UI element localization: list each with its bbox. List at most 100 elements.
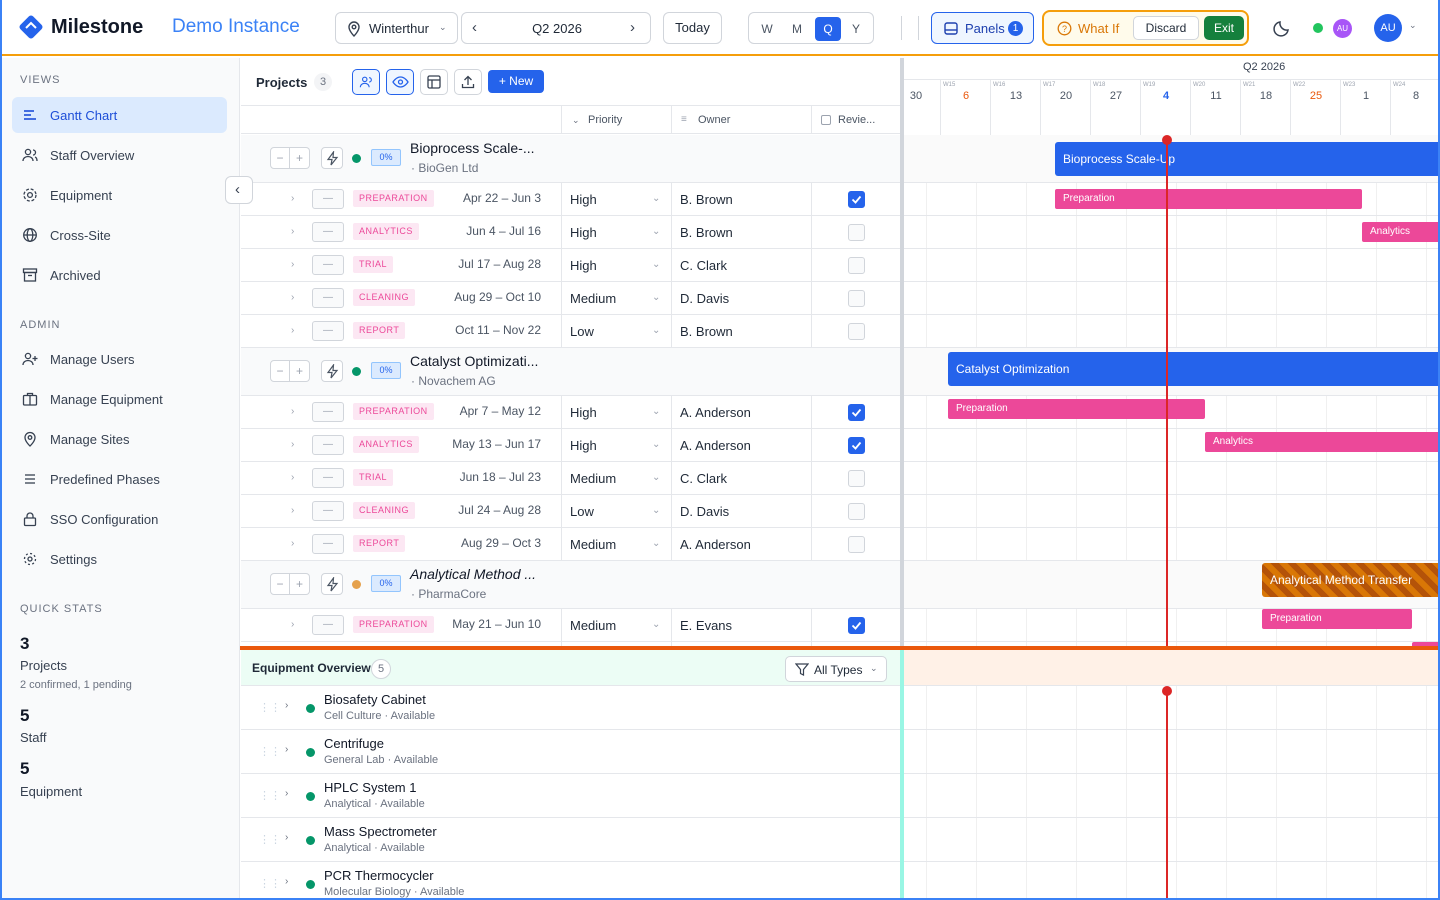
chevron-right-icon[interactable]: ›: [291, 193, 295, 204]
chevron-right-icon[interactable]: ›: [291, 505, 295, 516]
exit-button[interactable]: Exit: [1204, 16, 1244, 40]
phase-row[interactable]: › — CLEANING Jul 24 – Aug 28 Low ⌄ D. Davis: [241, 495, 901, 528]
priority-select[interactable]: High ⌄: [561, 216, 671, 249]
phase-dates[interactable]: Jun 18 – Jul 23: [459, 470, 541, 484]
review-checkbox[interactable]: [848, 503, 865, 520]
gantt-bar[interactable]: Preparation: [948, 399, 1205, 419]
owner-cell[interactable]: E. Evans: [671, 642, 811, 646]
priority-select[interactable]: Low ⌄: [561, 315, 671, 348]
chevron-right-icon[interactable]: ›: [291, 406, 295, 417]
next-period-button[interactable]: ›: [630, 19, 635, 36]
equipment-row[interactable]: ⋮⋮ › Mass Spectrometer Analytical · Availab…: [241, 818, 900, 862]
phase-dates[interactable]: Jul 17 – Aug 28: [458, 257, 541, 271]
equipment-row[interactable]: ⋮⋮ › Centrifuge General Lab · Available: [241, 730, 900, 774]
priority-select[interactable]: High ⌄: [561, 429, 671, 462]
vertical-splitter[interactable]: [900, 58, 904, 900]
gantt-bar[interactable]: Analytics: [1205, 432, 1440, 452]
equipment-row[interactable]: ⋮⋮ › HPLC System 1 Analytical · Available: [241, 774, 900, 818]
gantt-bar-partial[interactable]: [1412, 642, 1440, 646]
new-project-button[interactable]: + New: [488, 70, 544, 93]
today-button[interactable]: Today: [663, 12, 722, 44]
phase-action-button[interactable]: —: [312, 534, 344, 554]
scale-week-button[interactable]: W: [761, 22, 773, 36]
owner-column-header[interactable]: ≡ Owner: [671, 106, 811, 134]
gantt-bar[interactable]: Analytics: [1362, 222, 1440, 242]
priority-select[interactable]: Low ⌄: [561, 495, 671, 528]
chevron-right-icon[interactable]: ›: [285, 788, 289, 799]
gantt-bar[interactable]: Bioprocess Scale-Up: [1055, 142, 1440, 176]
sidebar-item-archived[interactable]: Archived: [12, 257, 227, 293]
phase-row[interactable]: › — TRIAL Jul 17 – Aug 28 High ⌄ C. Clark: [241, 249, 901, 282]
chevron-right-icon[interactable]: ›: [285, 876, 289, 887]
horizontal-splitter[interactable]: [240, 646, 1440, 650]
review-checkbox[interactable]: [848, 257, 865, 274]
phase-action-button[interactable]: —: [312, 402, 344, 422]
owner-cell[interactable]: A. Anderson: [671, 429, 811, 462]
project-name[interactable]: Bioprocess Scale-...: [410, 140, 535, 156]
auto-schedule-button[interactable]: [321, 147, 343, 169]
drag-handle-icon[interactable]: ⋮⋮: [259, 790, 281, 802]
phase-action-button[interactable]: —: [312, 435, 344, 455]
priority-select[interactable]: Medium ⌄: [561, 609, 671, 642]
priority-select[interactable]: Medium ⌄: [561, 282, 671, 315]
chevron-right-icon[interactable]: ›: [285, 700, 289, 711]
expand-group-button[interactable]: +: [290, 147, 310, 169]
chevron-right-icon[interactable]: ›: [291, 619, 295, 630]
priority-select[interactable]: High ⌄: [561, 396, 671, 429]
collapse-sidebar-button[interactable]: ‹: [225, 176, 253, 204]
presence-avatar[interactable]: AU: [1333, 19, 1352, 38]
chevron-right-icon[interactable]: ›: [291, 439, 295, 450]
review-checkbox[interactable]: [848, 536, 865, 553]
project-group-row[interactable]: − +0% Bioprocess Scale-... · BioGen Ltd: [241, 135, 901, 183]
phase-action-button[interactable]: —: [312, 468, 344, 488]
gantt-bar[interactable]: Analytical Method Transfer: [1262, 563, 1440, 597]
sidebar-item-manage-sites[interactable]: Manage Sites: [12, 421, 227, 457]
phase-row[interactable]: › — PREPARATION May 21 – Jun 10 Medium ⌄ E. Ev…: [241, 609, 901, 642]
owner-cell[interactable]: A. Anderson: [671, 528, 811, 561]
collapse-group-button[interactable]: −: [270, 573, 290, 595]
expand-group-button[interactable]: +: [290, 360, 310, 382]
sidebar-item-cross-site[interactable]: Cross-Site: [12, 217, 227, 253]
project-name[interactable]: Analytical Method ...: [410, 566, 537, 582]
phase-row[interactable]: › — PREPARATION Apr 7 – May 12 High ⌄ A. Ander…: [241, 396, 901, 429]
layout-toggle-button[interactable]: [420, 69, 448, 95]
priority-select[interactable]: Medium ⌄: [561, 528, 671, 561]
priority-select[interactable]: Medium ⌄: [561, 462, 671, 495]
equipment-splitter[interactable]: [900, 650, 904, 900]
phase-action-button[interactable]: —: [312, 615, 344, 635]
sidebar-item-settings[interactable]: Settings: [12, 541, 227, 577]
review-column-header[interactable]: Revie...: [811, 106, 901, 134]
phase-row[interactable]: › — ANALYTICS Jun 4 – Jul 16 High ⌄ B. Brown: [241, 216, 901, 249]
owner-cell[interactable]: D. Davis: [671, 495, 811, 528]
chevron-right-icon[interactable]: ›: [291, 472, 295, 483]
owner-cell[interactable]: C. Clark: [671, 249, 811, 282]
owner-cell[interactable]: C. Clark: [671, 462, 811, 495]
drag-handle-icon[interactable]: ⋮⋮: [259, 702, 281, 714]
phase-dates[interactable]: May 21 – Jun 10: [452, 617, 541, 631]
phase-row[interactable]: › — PREPARATION Apr 22 – Jun 3 High ⌄ B. Brown: [241, 183, 901, 216]
collapse-group-button[interactable]: −: [270, 360, 290, 382]
chevron-right-icon[interactable]: ›: [285, 832, 289, 843]
phase-row[interactable]: › — REPORT Aug 29 – Oct 3 Medium ⌄ A. Anderson: [241, 528, 901, 561]
chevron-right-icon[interactable]: ›: [291, 226, 295, 237]
auto-schedule-button[interactable]: [321, 360, 343, 382]
site-select[interactable]: Winterthur ⌄: [335, 12, 458, 44]
equipment-type-filter[interactable]: All Types ⌄: [785, 656, 887, 682]
phase-row[interactable]: ›—Medium⌄E. Evans: [241, 642, 901, 646]
phase-action-button[interactable]: —: [312, 255, 344, 275]
discard-button[interactable]: Discard: [1133, 16, 1199, 40]
review-checkbox[interactable]: [848, 437, 865, 454]
phase-dates[interactable]: Apr 22 – Jun 3: [462, 191, 541, 205]
chevron-right-icon[interactable]: ›: [291, 538, 295, 549]
priority-select[interactable]: High ⌄: [561, 183, 671, 216]
phase-dates[interactable]: Jun 4 – Jul 16: [466, 224, 541, 238]
project-name[interactable]: Catalyst Optimizati...: [410, 353, 539, 369]
review-checkbox[interactable]: [848, 290, 865, 307]
sidebar-item-sso-configuration[interactable]: SSO Configuration: [12, 501, 227, 537]
review-checkbox[interactable]: [848, 617, 865, 634]
scale-quarter-button[interactable]: Q: [815, 17, 841, 41]
owner-cell[interactable]: B. Brown: [671, 315, 811, 348]
sidebar-item-gantt-chart[interactable]: Gantt Chart: [12, 97, 227, 133]
chevron-right-icon[interactable]: ›: [291, 325, 295, 336]
export-button[interactable]: [454, 69, 482, 95]
